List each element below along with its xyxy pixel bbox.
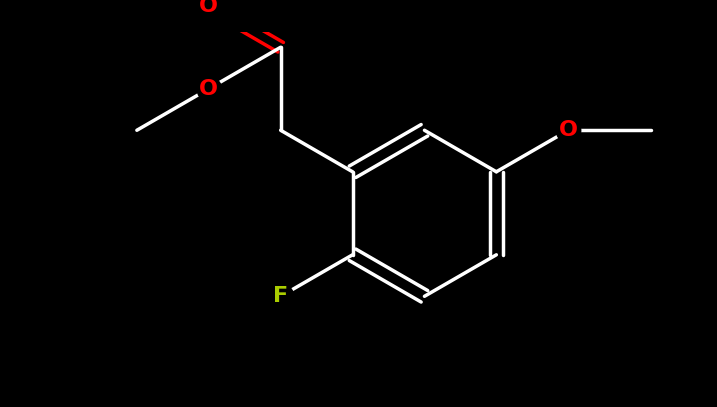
Text: F: F: [273, 286, 288, 306]
Text: O: O: [199, 0, 218, 16]
Text: O: O: [199, 79, 218, 99]
Text: O: O: [559, 120, 578, 140]
